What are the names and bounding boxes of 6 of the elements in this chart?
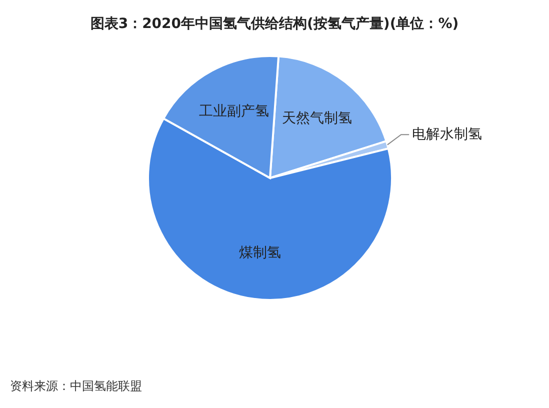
text: 资料来源：中国氢能联盟 [10, 379, 142, 393]
chart-title: 图表3：2020年中国氢气供给结构(按氢气产量)(单位：%) [90, 15, 459, 32]
slice-label: 工业副产氢 [199, 103, 270, 120]
slice-label: 煤制氢 [238, 244, 281, 261]
slice-label: 电解水制氢 [412, 126, 482, 142]
slice-label: 天然气制氢 [282, 110, 352, 126]
